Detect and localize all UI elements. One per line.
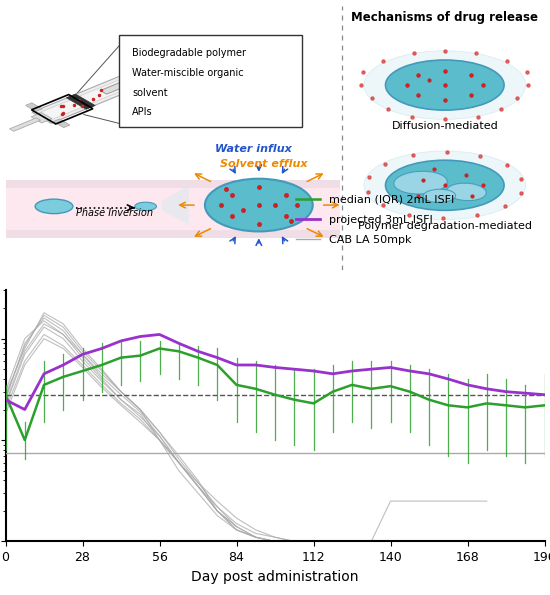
Text: Mechanisms of drug release: Mechanisms of drug release xyxy=(351,11,538,24)
Text: APIs: APIs xyxy=(132,108,153,117)
Bar xyxy=(31,95,93,124)
Bar xyxy=(144,65,166,77)
Text: Solvent efflux: Solvent efflux xyxy=(221,159,308,169)
Bar xyxy=(31,112,52,123)
Text: Phase Inversion: Phase Inversion xyxy=(75,208,152,218)
Bar xyxy=(53,119,70,127)
Text: Biodegradable polymer: Biodegradable polymer xyxy=(132,48,246,58)
Ellipse shape xyxy=(386,60,504,110)
Text: Diffusion-mediated: Diffusion-mediated xyxy=(392,121,498,131)
Text: Water influx: Water influx xyxy=(215,145,292,154)
Bar xyxy=(32,73,146,123)
Bar xyxy=(6,180,340,238)
Bar xyxy=(67,94,95,109)
Polygon shape xyxy=(162,185,189,225)
Bar xyxy=(101,74,148,94)
Ellipse shape xyxy=(135,202,156,211)
Bar xyxy=(6,188,340,230)
Text: Water-miscible organic: Water-miscible organic xyxy=(132,68,244,78)
Ellipse shape xyxy=(394,171,447,194)
Legend: median (IQR) 2mL ISFI, projected 3mL ISFI, CAB LA 50mpk: median (IQR) 2mL ISFI, projected 3mL ISF… xyxy=(292,190,459,249)
Ellipse shape xyxy=(447,183,486,201)
Ellipse shape xyxy=(205,178,313,231)
Ellipse shape xyxy=(386,160,504,211)
X-axis label: Day post administration: Day post administration xyxy=(191,570,359,584)
Ellipse shape xyxy=(35,199,73,214)
Text: solvent: solvent xyxy=(132,87,168,98)
Bar xyxy=(26,103,42,111)
Ellipse shape xyxy=(424,189,455,202)
Ellipse shape xyxy=(364,51,526,120)
Bar xyxy=(9,118,41,131)
FancyBboxPatch shape xyxy=(119,35,302,127)
Ellipse shape xyxy=(364,151,526,220)
Bar xyxy=(36,75,142,121)
Text: Polymer degradation-mediated: Polymer degradation-mediated xyxy=(358,221,532,231)
Bar xyxy=(131,66,163,83)
